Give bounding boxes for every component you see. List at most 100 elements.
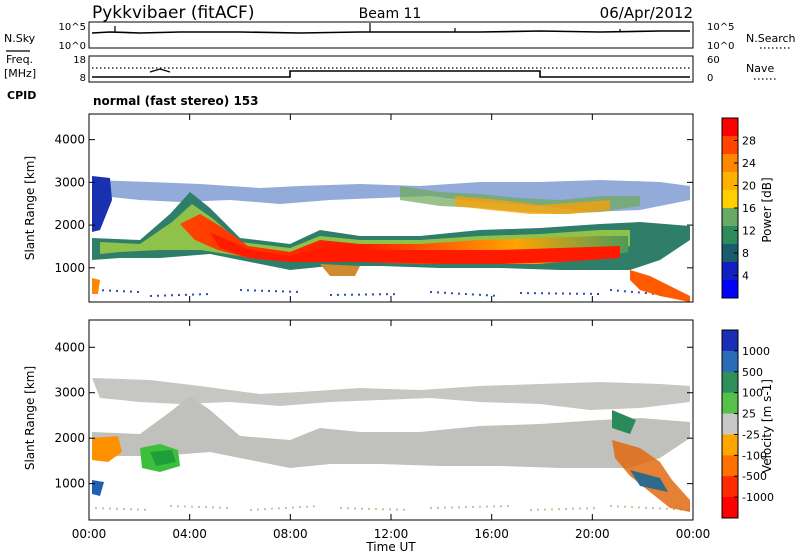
y-tick-label: 2000 <box>54 218 85 232</box>
cpid-label: CPID <box>7 89 36 102</box>
colorbar-swatch <box>722 392 738 415</box>
freq-right-label: Nave <box>746 62 774 75</box>
colorbar-tick-label: 1000 <box>742 345 770 358</box>
colorbar-tick-label: 4 <box>742 270 749 283</box>
y-tick-label: 3000 <box>54 175 85 189</box>
colorbar-swatch <box>722 434 738 456</box>
noise-panel: N.Sky 10^5 10^0 10^5 10^0 N.Search <box>4 21 796 52</box>
y-tick-label: 1000 <box>54 477 85 491</box>
noise-trace-spikes <box>114 23 621 33</box>
power-heatmap <box>92 176 690 302</box>
freq-left-label-1: Freq. <box>6 53 33 66</box>
velocity-green-patch-2 <box>150 450 176 466</box>
x-tick-label: 00:00 <box>72 527 107 541</box>
colorbar-swatch <box>722 226 738 245</box>
velocity-left-blue <box>92 480 104 496</box>
colorbar-tick-label: -1000 <box>742 491 774 504</box>
colorbar-swatch <box>722 497 738 519</box>
freq-left-tick-top: 18 <box>73 55 86 66</box>
x-tick-label: 04:00 <box>172 527 207 541</box>
date-title: 06/Apr/2012 <box>600 4 693 22</box>
colorbar-tick-label: -100 <box>742 449 767 462</box>
velocity-right-green <box>612 410 636 434</box>
colorbar-swatch <box>722 280 738 299</box>
colorbar-swatch <box>722 476 738 498</box>
power-main-band-red <box>210 232 620 264</box>
x-tick-label: 00:00 <box>676 527 711 541</box>
colorbar-tick-label: 8 <box>742 247 749 260</box>
power-low-speckle <box>94 289 681 297</box>
power-right-tail <box>630 270 690 302</box>
power-panel: 1000 2000 3000 4000 Slant Range [km] 28 24 20… <box>23 113 774 303</box>
power-lower-blob <box>320 264 360 276</box>
colorbar-frame <box>721 329 739 519</box>
colorbar-swatch <box>722 413 738 435</box>
colorbar-swatch <box>722 350 738 373</box>
power-upper-band-hot <box>455 196 610 214</box>
power-colorbar-label: Power [dB] <box>760 177 774 242</box>
y-tick-label: 1000 <box>54 261 85 275</box>
colorbar-swatch <box>722 136 738 155</box>
velocity-low-speckle <box>94 505 691 511</box>
noise-right-tick-bottom: 10^0 <box>707 41 734 52</box>
freq-trace-blip <box>149 68 171 73</box>
velocity-colorbar: 1000 500 100 25 -25 -100 -500 -1000 <box>721 329 774 519</box>
velocity-orange-patch <box>92 436 122 462</box>
freq-frame <box>88 55 694 83</box>
x-axis-ticks: 00:00 04:00 08:00 12:00 16:00 20:00 00:00 <box>72 114 711 541</box>
colorbar-swatch <box>722 371 738 394</box>
beam-title: Beam 11 <box>359 6 422 22</box>
freq-right-tick-bottom: 0 <box>707 73 713 84</box>
colorbar-tick-label: 20 <box>742 180 756 193</box>
y-tick-label: 3000 <box>54 386 85 400</box>
y-tick-label: 2000 <box>54 431 85 445</box>
colorbar-swatch <box>722 190 738 209</box>
velocity-right-blue <box>630 470 668 492</box>
velocity-panel: 1000 2000 3000 4000 Slant Range [km] 1000 50… <box>23 319 774 521</box>
freq-trace <box>92 70 690 78</box>
colorbar-tick-label: 100 <box>742 387 763 400</box>
colorbar-tick-label: 16 <box>742 202 756 215</box>
colorbar-swatch <box>722 330 738 352</box>
noise-trace <box>91 30 690 34</box>
y-tick-label: 4000 <box>54 133 85 147</box>
noise-frame <box>88 21 694 49</box>
noise-right-tick-top: 10^5 <box>707 22 734 33</box>
colorbar-tick-label: 28 <box>742 135 756 148</box>
colorbar-swatch <box>722 172 738 191</box>
velocity-grey-main <box>92 396 690 468</box>
colorbar-swatch <box>722 455 738 477</box>
colorbar-swatch <box>722 154 738 173</box>
x-tick-label: 08:00 <box>273 527 308 541</box>
freq-panel: Freq. [MHz] 18 8 60 0 Nave CPID normal (… <box>4 53 778 108</box>
noise-left-tick-bottom: 10^0 <box>59 41 86 52</box>
colorbar-tick-label: 24 <box>742 157 756 170</box>
power-colorbar: 28 24 20 16 12 8 4 <box>721 117 756 299</box>
colorbar-swatch <box>722 208 738 227</box>
cpid-text: normal (fast stereo) 153 <box>93 94 259 108</box>
colorbar-swatch <box>722 244 738 263</box>
freq-left-label-2: [MHz] <box>4 67 36 80</box>
power-low-left <box>92 278 100 294</box>
noise-left-tick-top: 10^5 <box>59 22 86 33</box>
velocity-ylabel: Slant Range [km] <box>23 366 37 470</box>
y-tick-label: 4000 <box>54 340 85 354</box>
power-ylabel: Slant Range [km] <box>23 156 37 260</box>
power-yticks: 1000 2000 3000 4000 <box>54 133 693 275</box>
station-title: Pykkvibaer (fitACF) <box>92 3 254 23</box>
colorbar-tick-label: -25 <box>742 428 760 441</box>
colorbar-swatch <box>722 262 738 281</box>
colorbar-tick-label: -500 <box>742 470 767 483</box>
colorbar-tick-label: 12 <box>742 225 756 238</box>
noise-right-label: N.Search <box>746 32 796 45</box>
x-tick-label: 20:00 <box>575 527 610 541</box>
velocity-grey-upper <box>92 378 690 410</box>
freq-left-tick-bottom: 8 <box>80 73 86 84</box>
noise-left-label: N.Sky <box>4 32 36 45</box>
colorbar-swatch <box>722 118 738 137</box>
freq-right-tick-top: 60 <box>707 55 720 66</box>
power-left-blue <box>92 176 112 232</box>
velocity-colorbar-label: Velocity [m s-1] <box>760 379 774 473</box>
x-axis-label: Time UT <box>365 540 416 554</box>
